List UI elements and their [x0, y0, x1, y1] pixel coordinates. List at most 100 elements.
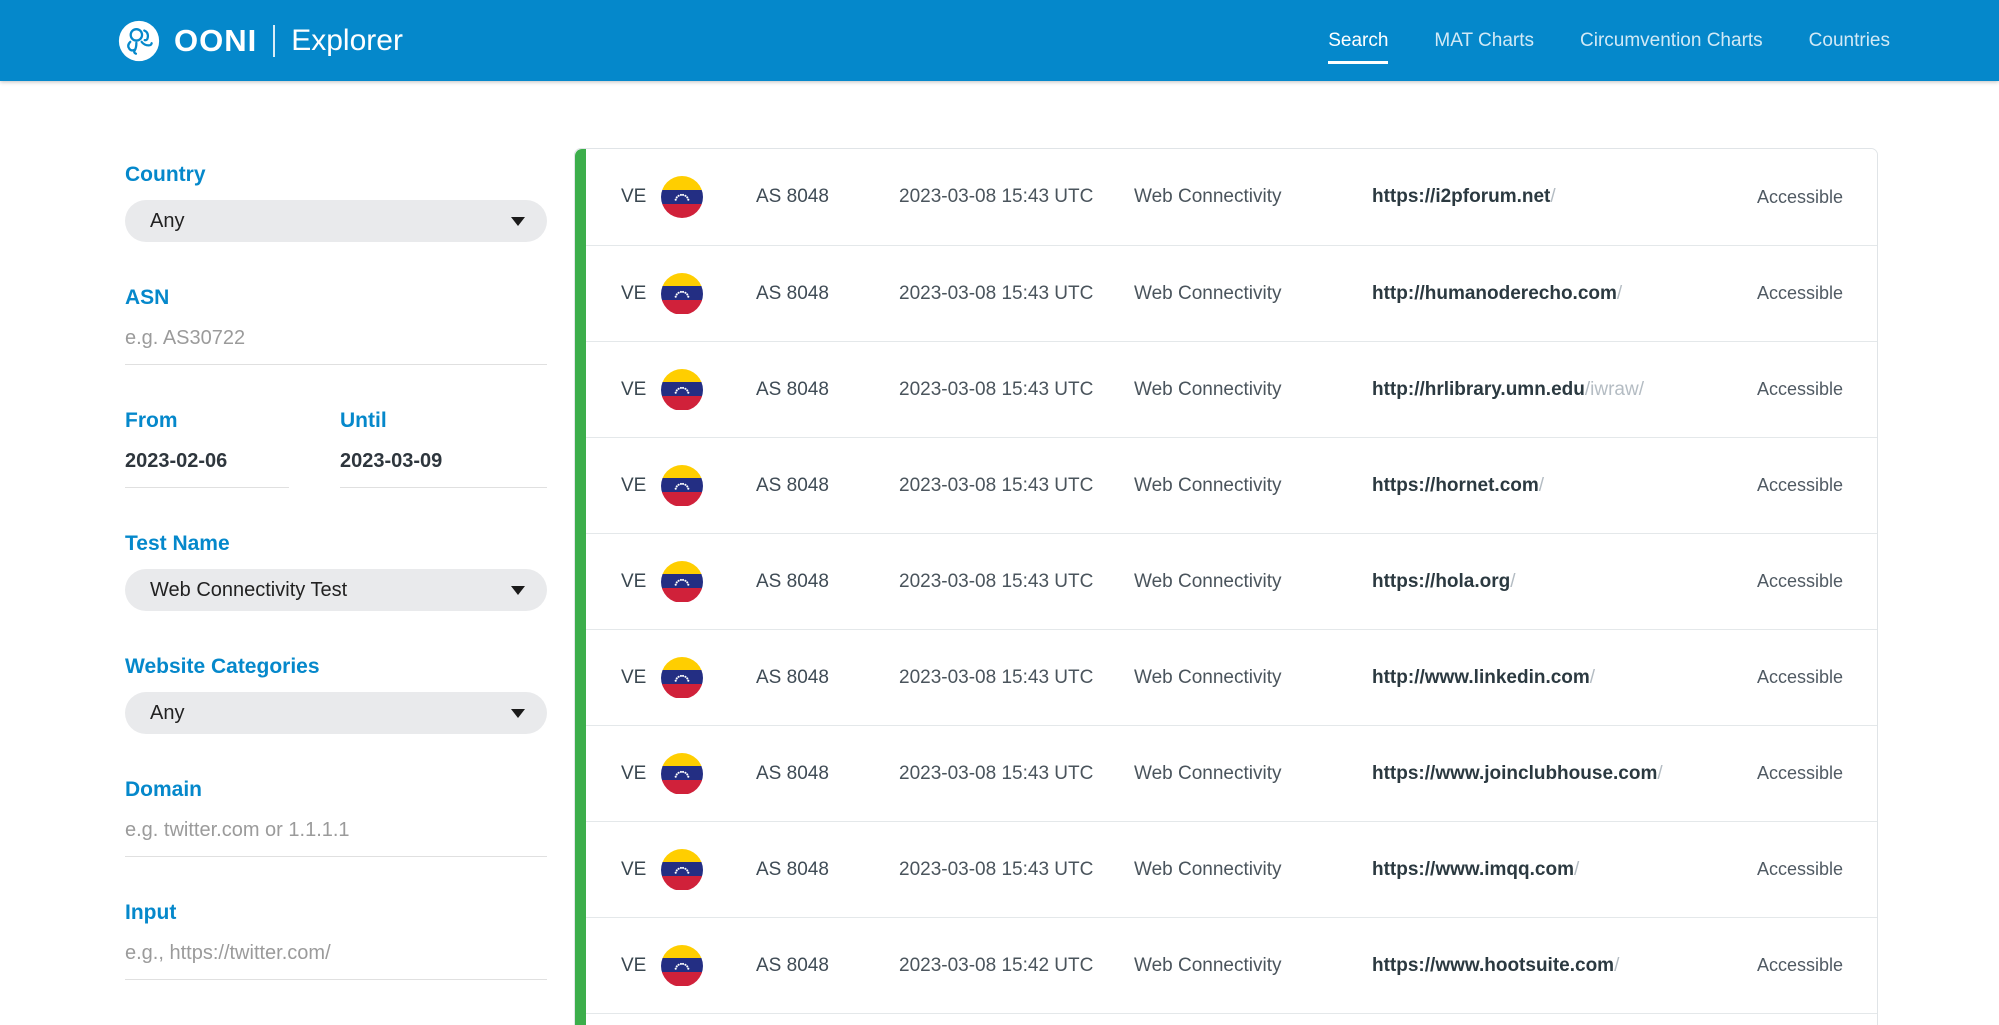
country-filter: Country Any — [125, 163, 547, 242]
test-name-value: Web Connectivity — [1134, 762, 1282, 784]
url-domain: https://hola.org — [1372, 570, 1511, 592]
input-url-input[interactable] — [125, 938, 547, 980]
asn-input[interactable] — [125, 323, 547, 365]
url-path: /iwraw/ — [1584, 378, 1644, 400]
measurement-row[interactable]: VE — [575, 341, 1877, 437]
measurement-row[interactable]: VE — [575, 917, 1877, 1013]
domain-label: Domain — [125, 778, 203, 801]
venezuela-flag-icon — [661, 464, 756, 507]
nav-item-circumvention-charts[interactable]: Circumvention Charts — [1580, 29, 1763, 51]
from-date-input[interactable] — [125, 446, 289, 488]
status-badge: Accessible — [1756, 763, 1843, 783]
venezuela-flag-icon — [661, 752, 756, 795]
country-code: VE — [621, 666, 647, 688]
results-panel: VE — [574, 148, 1878, 1025]
measurement-url: https://www.joinclubhouse.com/ — [1372, 763, 1757, 785]
page-content: Country Any ASN From Until Test Name Web — [0, 81, 1999, 1025]
input-label: Input — [125, 901, 177, 924]
status-badge: Accessible — [1756, 186, 1843, 207]
nav-item-search[interactable]: Search — [1328, 24, 1389, 64]
until-date-input[interactable] — [340, 446, 547, 488]
test-name-value: Web Connectivity — [1134, 378, 1282, 400]
url-domain: http://humanoderecho.com — [1372, 282, 1617, 304]
measurement-date: 2023-03-08 15:43 UTC — [899, 666, 1094, 688]
test-name-value: Web Connectivity — [1134, 570, 1282, 592]
url-path: / — [1538, 474, 1545, 496]
venezuela-flag-icon — [661, 944, 756, 987]
status-badge: Accessible — [1756, 379, 1843, 399]
ooni-octopus-logo-icon — [118, 20, 160, 62]
country-code: VE — [621, 282, 647, 304]
status-badge: Accessible — [1756, 283, 1843, 303]
asn-value: AS 8048 — [756, 570, 829, 592]
measurement-row[interactable]: VE — [575, 821, 1877, 917]
measurement-row[interactable]: VE — [575, 725, 1877, 821]
measurement-url: http://hrlibrary.umn.edu/iwraw/ — [1372, 379, 1757, 401]
asn-value: AS 8048 — [756, 186, 829, 207]
test-name-select[interactable]: Web Connectivity Test — [125, 569, 547, 611]
venezuela-flag-icon — [661, 176, 756, 218]
venezuela-flag-icon — [661, 272, 756, 315]
country-label: Country — [125, 163, 206, 186]
test-name-value: Web Connectivity — [1134, 954, 1282, 976]
date-range-filter: From Until — [125, 409, 547, 488]
measurement-date: 2023-03-08 15:43 UTC — [899, 762, 1094, 784]
url-domain: https://hornet.com — [1372, 474, 1539, 496]
measurement-url: https://www.hootsuite.com/ — [1372, 955, 1757, 977]
test-name-value: Web Connectivity — [1134, 474, 1282, 496]
brand-name: OONI — [174, 22, 258, 58]
measurement-url: https://i2pforum.net/ — [1372, 186, 1757, 208]
url-path: / — [1573, 858, 1580, 880]
domain-input[interactable] — [125, 815, 547, 857]
measurement-url: https://hornet.com/ — [1372, 475, 1757, 497]
website-categories-filter: Website Categories Any — [125, 655, 547, 734]
nav-item-mat-charts[interactable]: MAT Charts — [1434, 29, 1534, 51]
until-label: Until — [340, 409, 387, 432]
country-code: VE — [621, 570, 647, 592]
url-path: / — [1550, 186, 1556, 207]
test-name-value: Web Connectivity — [1134, 858, 1282, 880]
country-code: VE — [621, 186, 647, 207]
country-code: VE — [621, 474, 647, 496]
website-categories-select-value: Any — [150, 701, 185, 724]
chevron-down-icon — [511, 708, 525, 718]
url-domain: https://i2pforum.net — [1372, 186, 1551, 207]
filter-sidebar: Country Any ASN From Until Test Name Web — [125, 148, 547, 1024]
brand[interactable]: OONI Explorer — [118, 20, 403, 62]
url-domain: https://www.hootsuite.com — [1372, 954, 1615, 976]
website-categories-label: Website Categories — [125, 655, 320, 678]
measurement-row[interactable]: VE — [575, 533, 1877, 629]
app-header: OONI Explorer Search MAT Charts Circumve… — [0, 0, 1999, 81]
asn-value: AS 8048 — [756, 282, 829, 304]
test-name-select-value: Web Connectivity Test — [150, 578, 348, 601]
website-categories-select[interactable]: Any — [125, 692, 547, 734]
measurement-date: 2023-03-08 15:43 UTC — [899, 570, 1094, 592]
asn-value: AS 8048 — [756, 762, 829, 784]
country-select[interactable]: Any — [125, 200, 547, 242]
measurement-url: https://www.imqq.com/ — [1372, 859, 1757, 881]
url-path: / — [1589, 666, 1596, 688]
measurement-row-partial[interactable] — [575, 1013, 1877, 1025]
venezuela-flag-icon — [661, 560, 756, 603]
measurement-row[interactable]: VE — [575, 629, 1877, 725]
country-code: VE — [621, 858, 647, 880]
asn-value: AS 8048 — [756, 474, 829, 496]
results-status-bar — [575, 149, 586, 1025]
domain-filter: Domain — [125, 778, 547, 857]
measurement-date: 2023-03-08 15:43 UTC — [899, 282, 1094, 304]
measurement-row[interactable]: VE — [575, 437, 1877, 533]
url-path: / — [1657, 762, 1663, 784]
test-name-value: Web Connectivity — [1134, 666, 1282, 688]
measurement-date: 2023-03-08 15:43 UTC — [899, 378, 1094, 400]
country-code: VE — [621, 378, 647, 400]
measurement-row[interactable]: VE — [575, 245, 1877, 341]
measurement-date: 2023-03-08 15:42 UTC — [899, 954, 1094, 976]
brand-divider — [273, 24, 276, 57]
measurement-url: http://humanoderecho.com/ — [1372, 283, 1757, 305]
nav-item-countries[interactable]: Countries — [1808, 29, 1890, 51]
status-badge: Accessible — [1756, 955, 1843, 975]
measurement-row[interactable]: VE — [575, 149, 1877, 245]
asn-value: AS 8048 — [756, 954, 829, 976]
until-field: Until — [340, 409, 547, 488]
venezuela-flag-icon — [661, 848, 756, 891]
